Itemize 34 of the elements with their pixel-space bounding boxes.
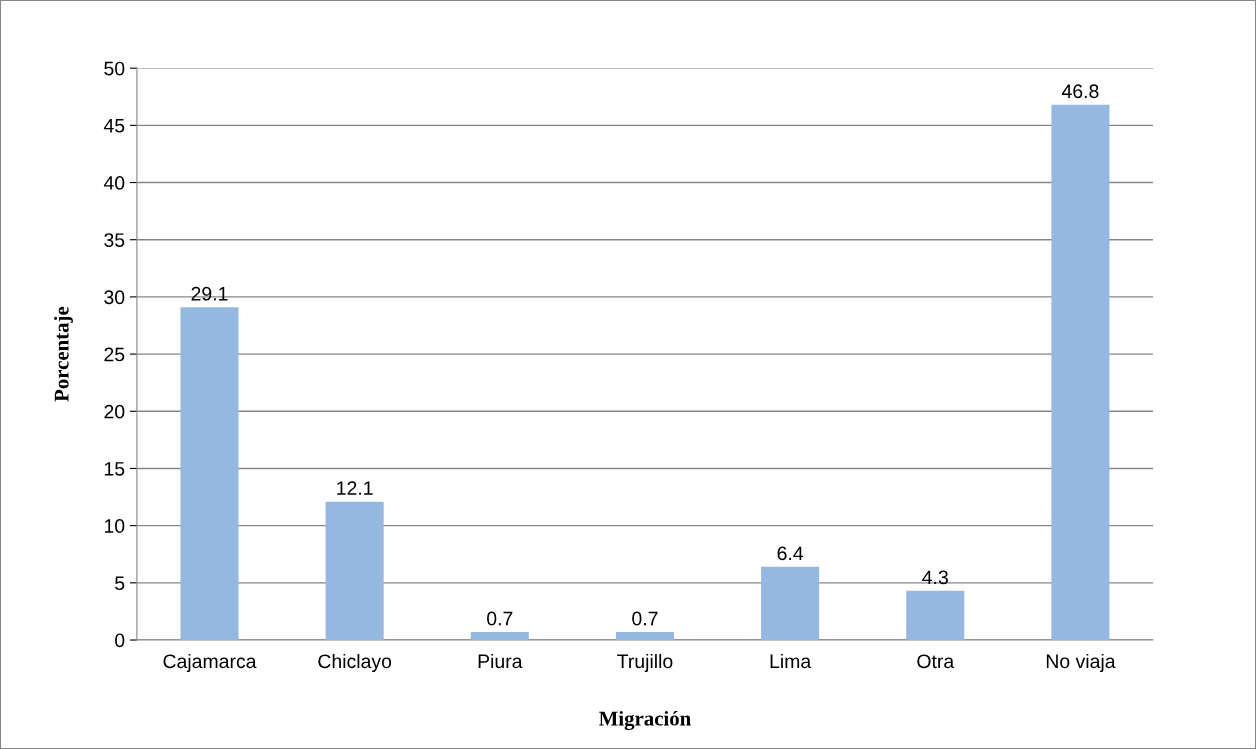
bar [325, 501, 384, 641]
y-tick-label: 45 [103, 119, 125, 133]
x-tick-label: Piura [478, 653, 523, 669]
x-tick-label: No viaja [1046, 653, 1116, 673]
x-tick-label: Cajamarca [163, 653, 257, 673]
y-tick-label: 30 [104, 290, 125, 305]
x-tick-label: Trujillo [617, 653, 673, 673]
y-tick-label: 10 [104, 519, 125, 533]
y-tick-label: 25 [104, 347, 125, 362]
x-tick-label: Lima [770, 653, 812, 669]
data-label: 12.1 [337, 481, 373, 495]
x-tick-label: Chiclayo [318, 653, 392, 673]
y-axis-title: Porcentaje [54, 306, 73, 402]
y-tick-label: 0 [115, 633, 125, 648]
y-tick-label: 15 [104, 462, 125, 476]
bar [615, 632, 674, 641]
y-tick-label: 5 [115, 576, 125, 591]
data-label: 6.4 [777, 546, 804, 561]
x-tick-label: Otra [917, 654, 955, 669]
y-tick-label: 50 [104, 61, 125, 76]
y-tick-label: 20 [104, 404, 125, 419]
data-label: 0.7 [632, 611, 658, 626]
data-label: 4.3 [922, 570, 948, 585]
y-tick-label: 35 [104, 233, 125, 247]
bar [180, 307, 239, 641]
y-tick-label: 40 [103, 176, 125, 190]
bar [906, 590, 965, 641]
x-axis-title: Migración [599, 710, 691, 730]
bar [1051, 104, 1110, 641]
data-label: 0.7 [487, 611, 513, 626]
data-label: 46.8 [1061, 84, 1099, 99]
bar [470, 632, 529, 641]
data-label: 29.1 [191, 286, 228, 301]
bar [761, 566, 820, 641]
